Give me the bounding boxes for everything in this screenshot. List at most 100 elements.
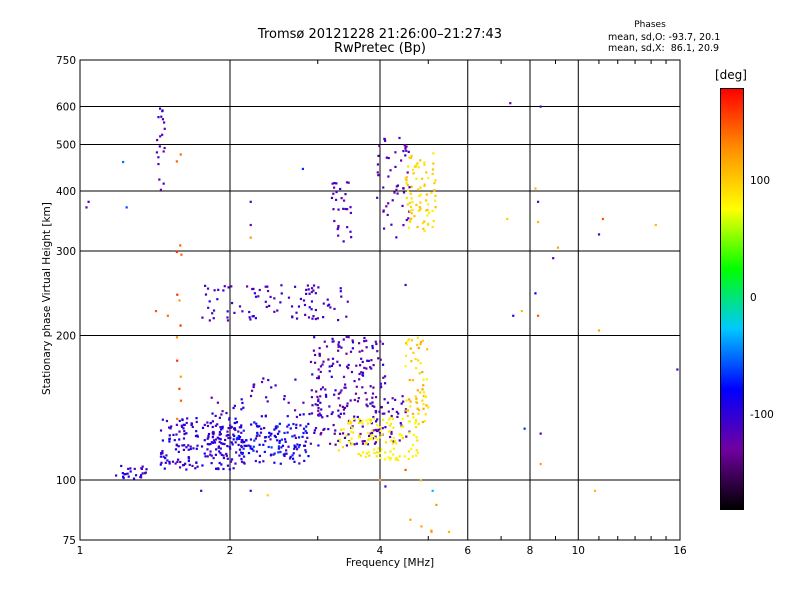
data-point — [187, 455, 190, 459]
data-point — [378, 410, 381, 413]
data-point — [353, 443, 356, 446]
data-point — [232, 438, 235, 441]
data-point — [601, 217, 605, 221]
data-point — [447, 530, 451, 534]
data-point — [330, 412, 333, 416]
data-point — [339, 412, 343, 415]
data-point — [159, 429, 163, 432]
colorbar-tick-label: 100 — [750, 174, 771, 187]
data-point — [324, 388, 327, 391]
data-point — [334, 389, 337, 392]
data-point — [426, 348, 429, 351]
data-point — [337, 439, 340, 442]
data-point — [417, 166, 420, 169]
data-point — [371, 434, 374, 437]
data-point — [332, 186, 336, 189]
data-point — [254, 437, 258, 440]
data-point — [364, 391, 367, 395]
data-point — [161, 418, 164, 421]
data-point — [221, 427, 224, 430]
data-point — [305, 431, 308, 434]
data-point — [345, 365, 349, 368]
data-point — [361, 360, 364, 364]
data-point — [140, 476, 143, 479]
data-point — [319, 433, 322, 436]
data-point — [295, 423, 298, 426]
data-point — [249, 223, 252, 227]
data-point — [209, 442, 212, 446]
data-point — [264, 440, 267, 443]
data-point — [121, 472, 124, 475]
data-point — [417, 408, 421, 412]
data-point — [212, 433, 215, 436]
data-point — [349, 206, 352, 209]
data-point — [373, 405, 376, 408]
data-point — [431, 172, 434, 175]
data-point — [265, 305, 268, 309]
data-point — [337, 226, 340, 229]
data-point — [295, 415, 299, 419]
data-point — [391, 199, 394, 202]
data-point — [409, 192, 412, 195]
data-point — [359, 419, 362, 423]
data-point — [422, 402, 425, 406]
data-point — [377, 357, 380, 360]
data-point — [203, 439, 206, 442]
data-point — [412, 351, 415, 354]
data-point — [409, 217, 413, 220]
data-point — [404, 468, 407, 472]
data-point — [287, 445, 290, 448]
data-point — [232, 467, 235, 470]
data-point — [337, 349, 340, 352]
data-point — [374, 396, 378, 399]
data-point — [396, 192, 399, 195]
data-point — [414, 419, 418, 422]
data-point — [187, 457, 190, 460]
data-point — [240, 431, 243, 434]
data-point — [422, 395, 425, 398]
data-point — [323, 340, 326, 343]
data-point — [407, 165, 410, 168]
data-point — [280, 446, 283, 449]
data-point — [291, 435, 294, 438]
data-point — [318, 353, 321, 356]
data-point — [405, 145, 408, 148]
data-point — [204, 455, 207, 458]
data-point — [360, 371, 363, 374]
data-point — [359, 454, 362, 457]
data-point — [268, 431, 271, 434]
data-point — [365, 346, 368, 349]
data-point — [379, 479, 382, 482]
data-point — [177, 445, 180, 448]
data-point — [341, 405, 344, 408]
data-point — [234, 421, 237, 425]
data-point — [339, 391, 342, 394]
data-point — [241, 401, 244, 405]
data-point — [159, 135, 162, 138]
data-point — [411, 201, 414, 204]
data-point — [134, 474, 138, 477]
data-point — [308, 292, 311, 295]
data-point — [176, 460, 179, 463]
data-point — [184, 462, 187, 465]
data-point — [355, 364, 358, 367]
data-point — [276, 432, 280, 435]
data-point — [254, 295, 258, 298]
data-point — [408, 201, 411, 205]
data-point — [255, 435, 258, 438]
data-point — [268, 304, 271, 307]
data-point — [245, 439, 248, 442]
data-point — [421, 399, 424, 402]
data-point — [422, 227, 425, 230]
data-point — [328, 365, 331, 368]
data-point — [347, 181, 350, 184]
data-point — [258, 288, 261, 292]
data-point — [376, 163, 380, 166]
data-point — [409, 210, 412, 213]
phases-heading: Phases — [634, 20, 666, 30]
data-point — [168, 462, 171, 465]
data-point — [347, 363, 350, 367]
data-point — [226, 319, 230, 322]
data-point — [355, 442, 359, 445]
data-point — [365, 419, 368, 422]
